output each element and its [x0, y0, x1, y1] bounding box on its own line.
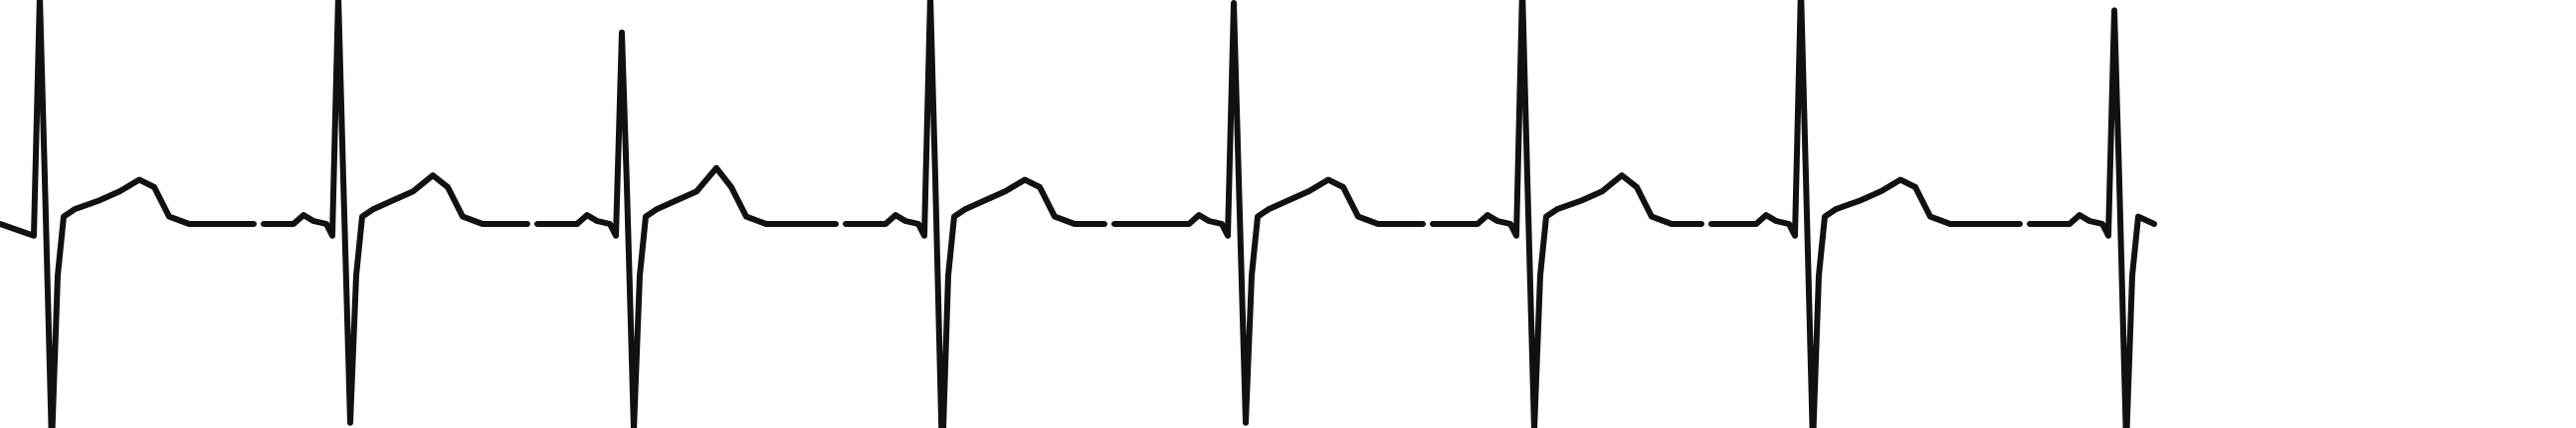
ecg-beat-4 — [843, 0, 1107, 428]
ecg-beat-6 — [1430, 0, 1704, 428]
ecg-beat-5 — [1111, 0, 1426, 426]
ecg-trace-layer — [0, 0, 2157, 428]
ecg-beat-2 — [261, 0, 530, 426]
ecg-beat-1 — [0, 0, 257, 428]
ecg-beat-3 — [534, 29, 839, 428]
ecg-beat-8 — [2027, 7, 2157, 428]
ecg-beat-7 — [1708, 0, 2023, 428]
